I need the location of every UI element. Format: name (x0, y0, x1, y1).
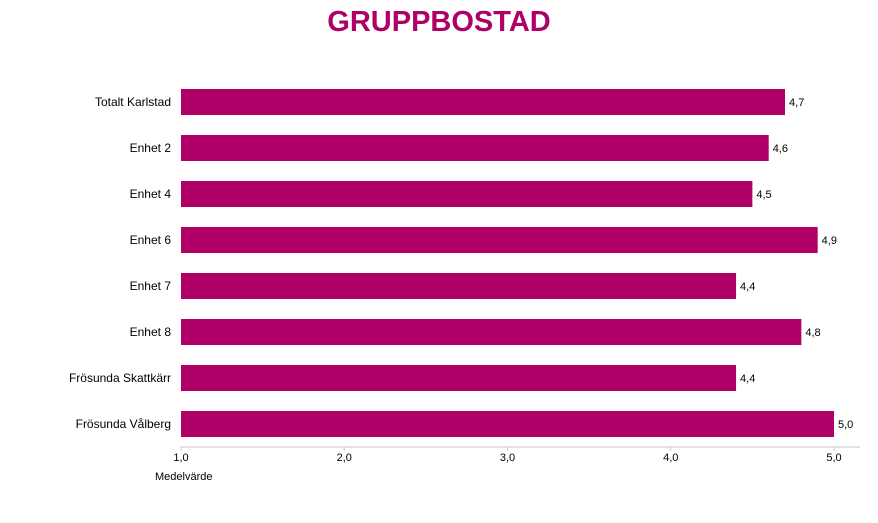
bar (181, 365, 737, 391)
category-label: Enhet 4 (130, 187, 172, 201)
bar (181, 319, 802, 345)
bar-value-label: 4,4 (740, 373, 755, 385)
value-labels-group: 4,7 4,6 4,5 4,9 4,4 4,8 4,4 5,0 (740, 97, 853, 431)
bar (181, 89, 786, 115)
category-label: Enhet 2 (130, 141, 172, 155)
category-labels-group: Totalt Karlstad Enhet 2 Enhet 4 Enhet 6 Enhe… (69, 95, 171, 431)
bar (181, 227, 818, 253)
x-tick-label: 1,0 (173, 452, 188, 464)
x-tick-label: 3,0 (500, 452, 515, 464)
bar-value-label: 4,8 (805, 327, 820, 339)
x-axis-label: Medelvärde (155, 471, 212, 483)
bar (181, 273, 737, 299)
category-label: Totalt Karlstad (95, 95, 171, 109)
bars-group (181, 89, 834, 437)
bar-value-label: 4,9 (822, 235, 837, 247)
category-label: Enhet 8 (130, 325, 172, 339)
category-label: Enhet 6 (130, 233, 172, 247)
bar (181, 181, 753, 207)
category-label: Frösunda Vålberg (76, 417, 171, 431)
x-tick-label: 2,0 (337, 452, 352, 464)
bar (181, 411, 834, 437)
bar-value-label: 4,5 (756, 189, 771, 201)
bar (181, 135, 769, 161)
category-label: Frösunda Skattkärr (69, 371, 171, 385)
x-ticks-group: 1,0 2,0 3,0 4,0 5,0 (173, 447, 842, 464)
bar-value-label: 4,4 (740, 281, 755, 293)
x-tick-label: 5,0 (826, 452, 841, 464)
bar-value-label: 4,7 (789, 97, 804, 109)
x-tick-label: 4,0 (663, 452, 678, 464)
bar-value-label: 5,0 (838, 419, 853, 431)
bar-value-label: 4,6 (773, 143, 788, 155)
chart-title: GRUPPBOSTAD (327, 6, 551, 38)
category-label: Enhet 7 (130, 279, 172, 293)
